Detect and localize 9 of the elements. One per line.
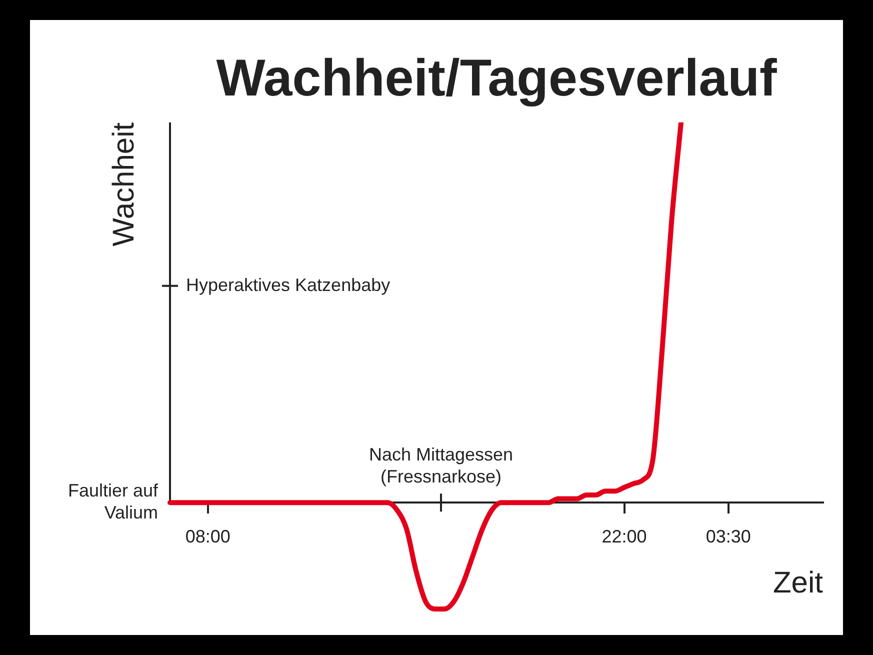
x-tick-label: 08:00: [185, 526, 230, 546]
annotation: Hyperaktives Katzenbaby: [186, 274, 390, 295]
x-tick-label: 03:30: [706, 526, 751, 546]
y-axis-title: Wachheit: [107, 122, 140, 246]
annotation: Nach Mittagessen (Fressnarkose): [368, 444, 514, 487]
x-axis-title: Zeit: [772, 566, 824, 600]
text: Faultier auf Valium: [68, 480, 159, 523]
chart-title: Wachheit/Tagesverlauf: [216, 50, 778, 108]
x-tick-label: 22:00: [602, 526, 647, 546]
